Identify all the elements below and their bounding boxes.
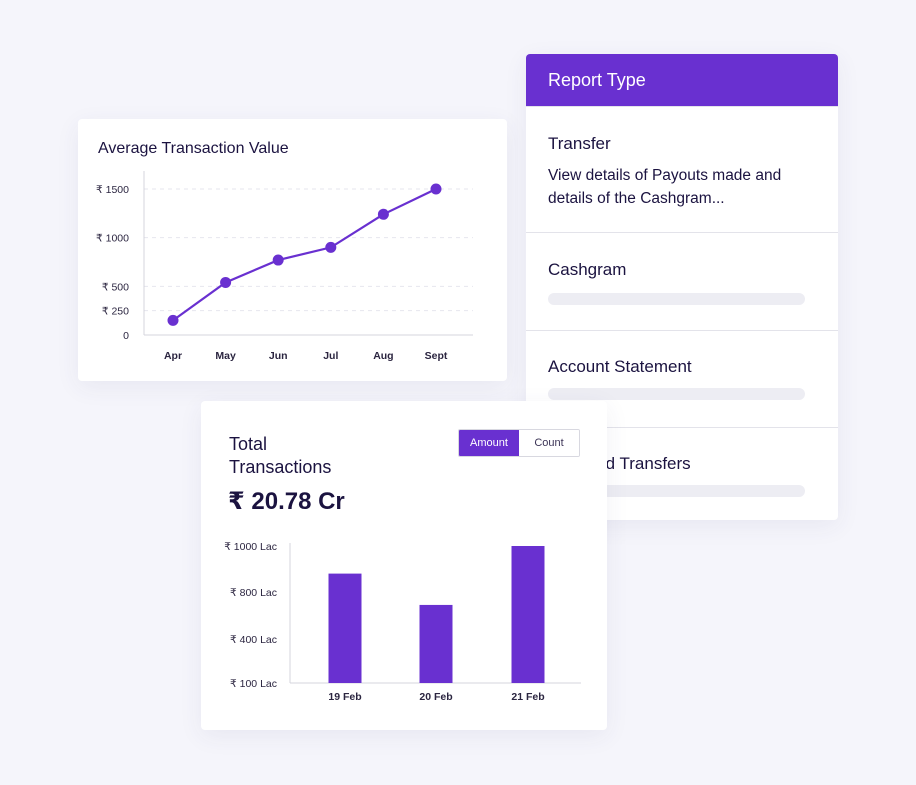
report-item-description: View details of Payouts made and details…: [548, 167, 782, 207]
x-tick-label: Jul: [323, 350, 338, 362]
skeleton-placeholder: [548, 388, 805, 400]
data-point: [377, 208, 389, 220]
total-transactions-title: Total Transactions: [229, 434, 332, 477]
y-tick-label: 0: [123, 330, 129, 342]
report-item-title: Account Statement: [548, 357, 692, 376]
total-transactions-card: Total Transactions ₹ 20.78 Cr Amount Cou…: [201, 401, 607, 730]
x-tick-label: Jun: [269, 350, 288, 362]
y-tick-label: ₹ 250: [102, 306, 129, 318]
x-tick-label: 21 Feb: [511, 691, 544, 703]
y-tick-label: ₹ 400 Lac: [230, 634, 277, 646]
data-point: [430, 183, 442, 195]
x-tick-label: Apr: [164, 350, 182, 362]
data-point: [272, 254, 284, 266]
bar: [511, 546, 545, 683]
y-tick-label: ₹ 800 Lac: [230, 587, 277, 599]
toggle-amount-button[interactable]: Amount: [459, 430, 519, 456]
average-transaction-chart-card: Average Transaction Value 0 ₹ 250 ₹ 500 ₹ 1…: [78, 119, 507, 381]
y-tick-label: ₹ 100 Lac: [230, 678, 277, 690]
data-point: [220, 276, 232, 288]
skeleton-placeholder: [548, 293, 805, 305]
x-tick-label: Aug: [373, 350, 393, 362]
report-item-transfer[interactable]: Transfer View details of Payouts made an…: [526, 106, 838, 233]
chart-title: Average Transaction Value: [98, 140, 289, 157]
report-type-header: Report Type: [526, 54, 838, 106]
toggle-count-button[interactable]: Count: [519, 430, 579, 456]
data-point: [325, 241, 337, 253]
y-tick-label: ₹ 1000: [96, 233, 129, 245]
y-tick-label: ₹ 1500: [96, 184, 129, 196]
bar-chart: ₹ 100 Lac ₹ 400 Lac ₹ 800 Lac ₹ 1000 Lac 19 …: [224, 541, 581, 703]
bar: [419, 604, 453, 683]
x-tick-label: May: [215, 350, 236, 362]
x-tick-label: 20 Feb: [419, 691, 452, 703]
total-transactions-amount: ₹ 20.78 Cr: [228, 488, 345, 515]
line-chart: 0 ₹ 250 ₹ 500 ₹ 1000 ₹ 1500 Apr May Jun Jul Aug Se…: [96, 171, 473, 362]
bar: [328, 573, 362, 683]
report-item-account-statement[interactable]: Account Statement: [526, 330, 838, 427]
report-item-cashgram[interactable]: Cashgram: [526, 232, 838, 330]
x-tick-label: 19 Feb: [328, 691, 361, 703]
skeleton-placeholder: [548, 485, 805, 497]
report-item-title: Transfer: [548, 134, 611, 153]
data-point: [167, 314, 179, 326]
series-line: [172, 188, 437, 322]
y-tick-label: ₹ 500: [102, 281, 129, 293]
report-item-title: Cashgram: [548, 260, 627, 279]
amount-count-toggle: Amount Count: [458, 429, 580, 457]
x-tick-label: Sept: [425, 350, 448, 362]
y-tick-label: ₹ 1000 Lac: [224, 541, 277, 553]
